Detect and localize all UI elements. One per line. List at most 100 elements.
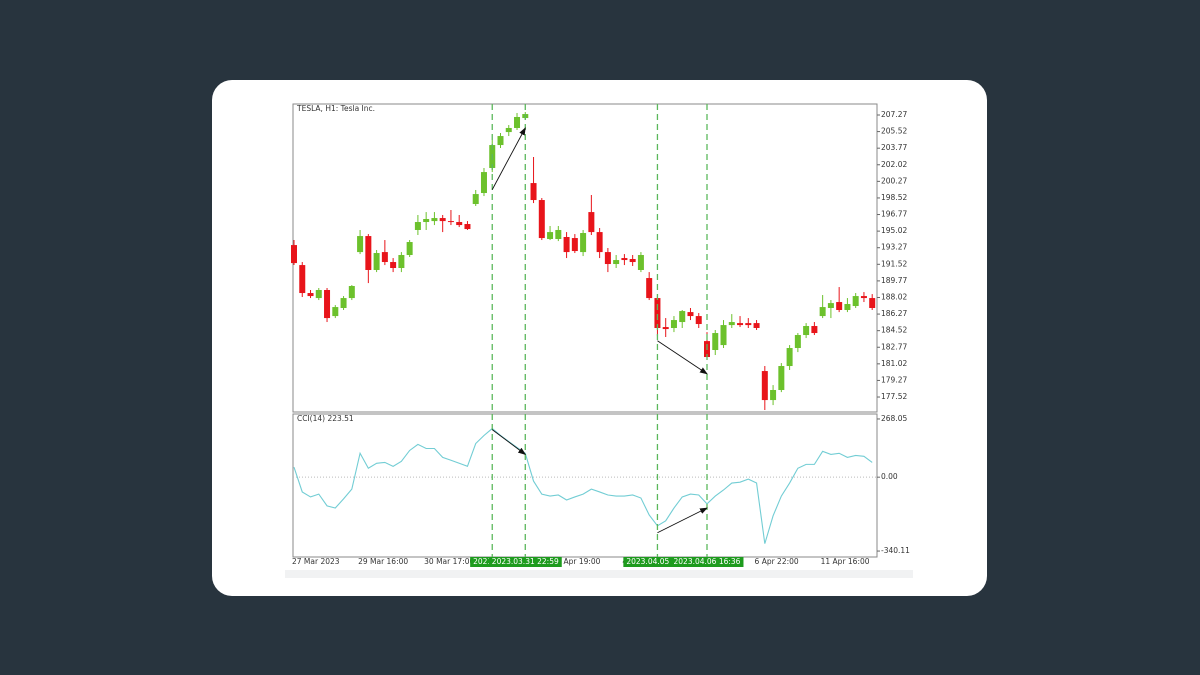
marker-date-label: 2023.04.05 17:5	[626, 557, 688, 566]
candle-body	[786, 348, 793, 367]
candle-body	[456, 222, 463, 226]
candle-body	[291, 245, 297, 264]
candle-body	[580, 233, 587, 253]
candle-body	[464, 224, 471, 230]
marker-date-label: 2023.04.06 16:36	[674, 557, 741, 566]
candle-body	[332, 307, 339, 317]
candle-body	[613, 260, 620, 265]
marker-date-box	[488, 557, 562, 567]
marker-date-box	[623, 557, 692, 567]
annotation-arrow	[657, 507, 708, 534]
panel-frame	[292, 413, 878, 558]
candle-body	[753, 323, 760, 329]
annotation-arrow	[491, 429, 527, 455]
candle-body	[505, 127, 512, 133]
y-tick-label: 198.52	[881, 193, 907, 202]
y-tick-label: 179.27	[881, 375, 907, 384]
candle-body	[819, 307, 826, 317]
y-tick-label: 182.77	[881, 342, 907, 351]
panel-frame	[292, 103, 878, 413]
y-tick-label: 205.52	[881, 127, 907, 136]
panel-title: CCI(14) 223.51	[297, 414, 354, 423]
y-tick-label: 202.02	[881, 160, 907, 169]
candle-body	[381, 252, 388, 263]
candle-body	[827, 303, 834, 309]
annotation-arrow	[491, 127, 526, 190]
candle-body	[836, 302, 843, 310]
candle-body	[637, 255, 644, 270]
candle-body	[695, 316, 702, 325]
candle-body	[761, 371, 768, 401]
candle-body	[712, 333, 719, 351]
panel-title: TESLA, H1: Tesla Inc.	[296, 104, 375, 113]
y-tick-label: 184.52	[881, 326, 907, 335]
candle-body	[629, 258, 636, 263]
candle-body	[538, 200, 545, 239]
y-tick-label: 189.77	[881, 276, 907, 285]
candle-body	[869, 298, 876, 309]
candle-body	[497, 136, 504, 146]
x-tick-label: 27 Mar 2023	[292, 557, 340, 566]
x-tick-label: 30 Mar 17:00	[424, 557, 474, 566]
candle-body	[547, 232, 554, 239]
candle-body	[745, 323, 752, 326]
x-tick-label: 11 Apr 16:00	[821, 557, 870, 566]
y-tick-label: 191.52	[881, 259, 907, 268]
y-tick-label: 207.27	[881, 110, 907, 119]
y-tick-label: 186.27	[881, 309, 907, 318]
candle-body	[654, 298, 661, 329]
y-tick-label: 193.27	[881, 243, 907, 252]
candle-body	[571, 238, 578, 252]
candle-body	[447, 221, 454, 223]
candle-body	[307, 293, 314, 297]
candle-body	[728, 322, 735, 326]
candle-body	[398, 255, 405, 269]
candle-body	[348, 286, 355, 299]
candle-body	[596, 232, 603, 253]
candle-body	[439, 218, 446, 222]
y-tick-label: 181.02	[881, 359, 907, 368]
candle-body	[480, 172, 487, 194]
candle-body	[588, 212, 595, 233]
cci-line	[293, 427, 873, 544]
candle-body	[687, 312, 694, 317]
candle-body	[794, 335, 801, 349]
candle-body	[315, 289, 322, 299]
y-tick-label: 196.77	[881, 210, 907, 219]
candle-body	[811, 326, 818, 334]
x-tick-label: 3 Apr 19:00	[556, 557, 600, 566]
x-tick-label: 29 Mar 16:00	[358, 557, 408, 566]
candle-body	[860, 296, 867, 299]
y-tick-label: 177.52	[881, 392, 907, 401]
candle-body	[390, 262, 397, 269]
candle-body	[778, 366, 785, 391]
marker-date-label: 2023.03.31 22:59	[492, 557, 559, 566]
y-tick-label: 200.27	[881, 176, 907, 185]
candle-body	[423, 218, 430, 223]
candle-body	[670, 320, 677, 329]
candle-body	[340, 298, 347, 309]
candle-body	[803, 326, 810, 336]
y-tick-label: 195.02	[881, 226, 907, 235]
candle-body	[406, 242, 413, 256]
candle-body	[646, 278, 653, 299]
candle-body	[299, 265, 306, 294]
x-tick-label: 6 Apr 22:00	[755, 557, 799, 566]
candle-body	[555, 229, 562, 239]
candle-body	[357, 236, 364, 253]
y-tick-label: 268.05	[881, 414, 907, 423]
image-footer	[285, 570, 913, 578]
candle-body	[472, 194, 479, 205]
y-tick-label: 188.02	[881, 292, 907, 301]
candle-body	[530, 183, 537, 201]
candle-body	[324, 289, 331, 319]
candle-body	[563, 237, 570, 253]
candle-body	[365, 236, 372, 270]
y-tick-label: -340.11	[881, 546, 910, 555]
candle-body	[621, 258, 628, 261]
candle-body	[662, 327, 669, 330]
candle-body	[431, 218, 438, 222]
marker-date-box	[670, 557, 744, 567]
